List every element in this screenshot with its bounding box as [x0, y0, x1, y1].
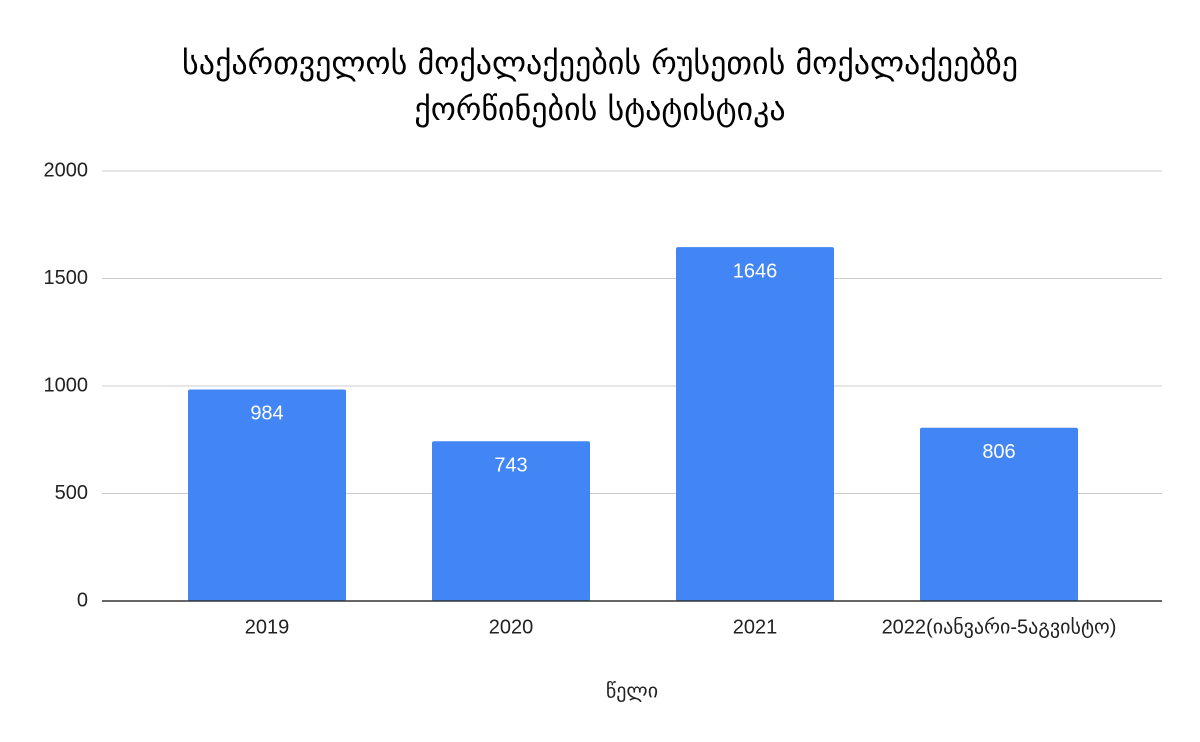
value-label: 806	[982, 441, 1015, 463]
bar	[920, 427, 1078, 601]
value-label: 984	[250, 403, 283, 425]
y-tick-label: 0	[77, 589, 88, 611]
bar	[676, 247, 834, 602]
chart-title: საქართველოს მოქალაქეების რუსეთის მოქალაქ…	[181, 44, 1019, 128]
y-tick-label: 500	[55, 482, 88, 504]
value-label: 1646	[733, 260, 778, 282]
x-tick-label: 2022(იანვარი-5აგვისტო)	[882, 616, 1117, 638]
x-tick-label: 2019	[245, 616, 290, 638]
x-tick-label: 2021	[733, 616, 778, 638]
bar	[188, 389, 346, 601]
bar	[432, 441, 590, 601]
x-tick-label: 2020	[489, 616, 534, 638]
y-tick-label: 2000	[44, 159, 89, 181]
y-tick-label: 1000	[44, 374, 89, 396]
y-tick-label: 1500	[44, 267, 89, 289]
x-axis-label: წელი	[606, 680, 658, 702]
value-label: 743	[494, 455, 527, 477]
